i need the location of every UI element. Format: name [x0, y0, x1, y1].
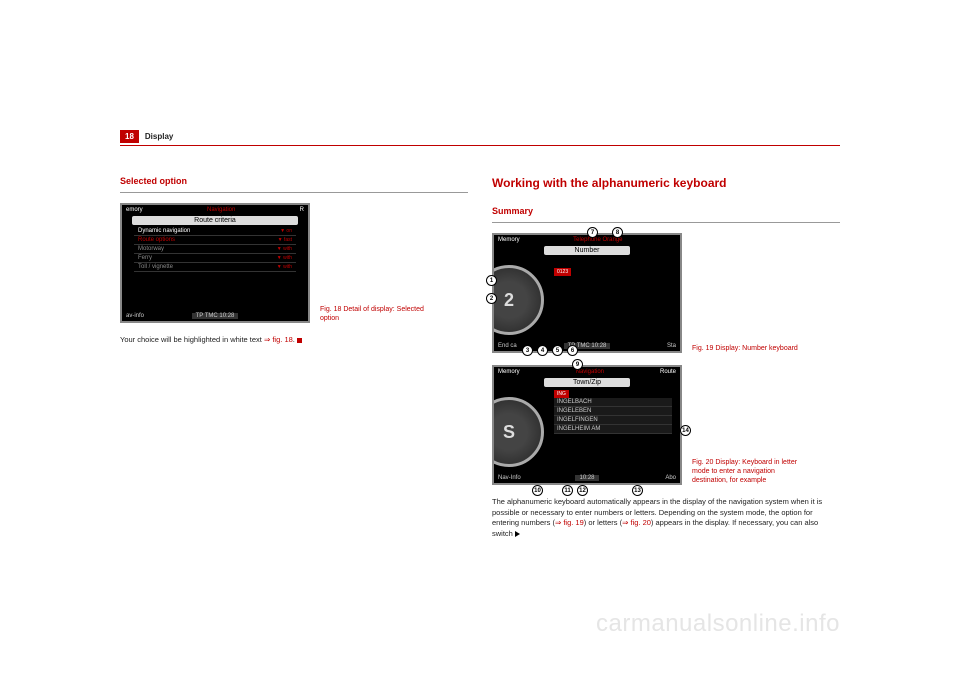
fig20-ref: ⇒ fig. 20 [622, 518, 651, 527]
badge-6: 6 [567, 345, 578, 356]
continue-arrow-icon [515, 531, 520, 537]
fig18-top-left: emory [126, 207, 143, 213]
fig19-caption: Fig. 19 Display: Number keyboard [692, 344, 802, 353]
page-number: 18 [120, 130, 139, 143]
menu-item: Motorway▼ with [134, 245, 296, 254]
fig20-top-right: Route [660, 369, 676, 375]
fig19-top-center: Telephone Orange [520, 237, 676, 243]
menu-item: Route options▼ fast [134, 236, 296, 245]
section-name: Display [145, 132, 173, 141]
list-item: INGELFINGEN [554, 416, 672, 425]
menu-item: Ferry▼ with [134, 254, 296, 263]
badge-5: 5 [552, 345, 563, 356]
page-header: 18 Display [120, 130, 840, 146]
left-body: Your choice will be highlighted in white… [120, 335, 468, 346]
right-body-2: ) or letters ( [584, 518, 622, 527]
badge-13: 13 [632, 485, 643, 496]
fig19-row: Memory Telephone Orange Number 2 0123 En… [492, 233, 840, 353]
badge-10: 10 [532, 485, 543, 496]
left-body-text: Your choice will be highlighted in white… [120, 335, 264, 344]
fig19-dial: 2 [492, 265, 544, 335]
fig20-entry: ING [554, 390, 569, 398]
right-body: The alphanumeric keyboard automatically … [492, 497, 840, 539]
manual-page: 18 Display Selected option emory Navigat… [120, 130, 840, 539]
fig20-sub: Town/Zip [544, 378, 630, 387]
fig19-entry: 0123 [554, 268, 571, 276]
fig20-screen: Memory Navigation Route Town/Zip S ING I… [492, 365, 682, 485]
fig20-bl: Nav-Info [498, 475, 521, 481]
fig18-menu: Dynamic navigation▼ on Route options▼ fa… [134, 227, 296, 272]
fig18-row: emory Navigation R Route criteria Dynami… [120, 203, 468, 323]
fig18-bottom-center: TP TMC 10:28 [192, 313, 239, 319]
badge-3: 3 [522, 345, 533, 356]
badge-9: 9 [572, 359, 583, 370]
working-keyboard-title: Working with the alphanumeric keyboard [492, 176, 840, 190]
list-item: INGELBACH [554, 398, 672, 407]
fig19-screen: Memory Telephone Orange Number 2 0123 En… [492, 233, 682, 353]
fig18-top-right: R [300, 207, 304, 213]
fig19-bl: End ca [498, 343, 517, 349]
fig18-route-bar: Route criteria [132, 216, 298, 225]
fig18-caption: Fig. 18 Detail of display: Selected opti… [320, 305, 430, 323]
badge-12: 12 [577, 485, 588, 496]
fig20-caption: Fig. 20 Display: Keyboard in letter mode… [692, 458, 802, 485]
fig20-list: ING INGELBACH INGELEBEN INGELFINGEN INGE… [554, 389, 672, 434]
fig19-br: Sta [667, 343, 676, 349]
watermark: carmanualsonline.info [596, 610, 840, 638]
fig19-ref: ⇒ fig. 19 [555, 518, 584, 527]
badge-8: 8 [612, 227, 623, 238]
list-item: INGELHEIM AM [554, 425, 672, 434]
list-item: INGELEBEN [554, 407, 672, 416]
fig18-bottom-left: av-info [126, 313, 144, 319]
fig20-br: Abo [665, 475, 676, 481]
fig19-sub: Number [544, 246, 630, 255]
menu-item: Dynamic navigation▼ on [134, 227, 296, 236]
menu-item: Toll / vignette▼ with [134, 263, 296, 272]
badge-7: 7 [587, 227, 598, 238]
selected-option-heading: Selected option [120, 176, 468, 193]
left-column: Selected option emory Navigation R Route… [120, 176, 468, 539]
fig20-top-center: Navigation [520, 369, 660, 375]
badge-2: 2 [486, 293, 497, 304]
fig18-top-center: Navigation [143, 207, 300, 213]
content-columns: Selected option emory Navigation R Route… [120, 176, 840, 539]
stop-icon [297, 338, 302, 343]
fig19-top-left: Memory [498, 237, 520, 243]
fig18-ref: ⇒ fig. 18 [264, 335, 293, 344]
fig20-row: Memory Navigation Route Town/Zip S ING I… [492, 365, 840, 485]
fig20-top-left: Memory [498, 369, 520, 375]
badge-11: 11 [562, 485, 573, 496]
fig20-bc: 10:28 [575, 475, 598, 481]
right-column: Working with the alphanumeric keyboard S… [492, 176, 840, 539]
badge-4: 4 [537, 345, 548, 356]
fig18-screen: emory Navigation R Route criteria Dynami… [120, 203, 310, 323]
fig20-dial: S [492, 397, 544, 467]
badge-1: 1 [486, 275, 497, 286]
badge-14: 14 [680, 425, 691, 436]
summary-heading: Summary [492, 206, 840, 223]
